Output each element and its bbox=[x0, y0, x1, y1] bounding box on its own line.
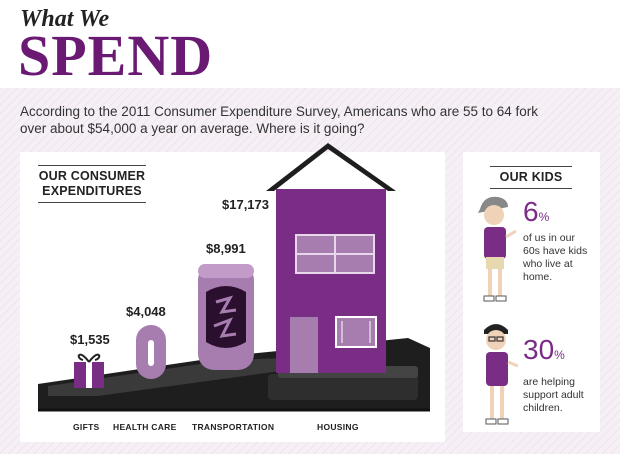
expenditures-title-line1: OUR CONSUMER bbox=[38, 169, 146, 183]
kids-at-home-line: 60s have kids bbox=[523, 245, 588, 257]
car-icon bbox=[198, 264, 254, 370]
kids-at-home-line: home. bbox=[523, 271, 553, 283]
gifts-label: GIFTS bbox=[73, 422, 100, 432]
supporting-value: 30 bbox=[523, 334, 555, 365]
transportation-amount: $8,991 bbox=[206, 241, 246, 256]
kids-at-home-value: 6 bbox=[523, 196, 539, 227]
supporting-adult-children-text: are helping support adult children. bbox=[523, 376, 584, 415]
supporting-unit: % bbox=[554, 348, 565, 362]
title-small: What We bbox=[20, 6, 110, 32]
expenditures-title: OUR CONSUMER EXPENDITURES bbox=[38, 165, 146, 203]
transportation-label: TRANSPORTATION bbox=[192, 422, 275, 432]
intro-text: According to the 2011 Consumer Expenditu… bbox=[20, 104, 539, 136]
boy-in-cap-icon bbox=[478, 196, 516, 302]
health-care-amount: $4,048 bbox=[126, 304, 166, 319]
kids-at-home-percent: 6% bbox=[523, 196, 549, 228]
kids-at-home-line: who live at bbox=[523, 258, 573, 270]
kids-panel bbox=[463, 152, 600, 432]
gift-icon bbox=[74, 353, 104, 388]
page-title: SPEND bbox=[18, 23, 214, 88]
kids-at-home-text: of us in our 60s have kids who live at h… bbox=[523, 232, 587, 284]
supporting-line: support adult bbox=[523, 389, 584, 401]
kids-at-home-line: of us in our bbox=[523, 232, 575, 244]
housing-label: HOUSING bbox=[317, 422, 359, 432]
kids-title: OUR KIDS bbox=[490, 166, 572, 189]
health-care-label: HEALTH CARE bbox=[113, 422, 177, 432]
kids-at-home-unit: % bbox=[538, 210, 550, 224]
supporting-line: children. bbox=[523, 402, 563, 414]
supporting-adult-children-percent: 30% bbox=[523, 334, 565, 366]
housing-amount: $17,173 bbox=[222, 197, 269, 212]
pill-icon bbox=[136, 325, 166, 379]
expenditures-title-line2: EXPENDITURES bbox=[42, 184, 142, 198]
boy-with-glasses-icon bbox=[484, 324, 518, 425]
house-icon bbox=[266, 143, 396, 373]
supporting-line: are helping bbox=[523, 376, 575, 388]
gifts-amount: $1,535 bbox=[70, 332, 110, 347]
